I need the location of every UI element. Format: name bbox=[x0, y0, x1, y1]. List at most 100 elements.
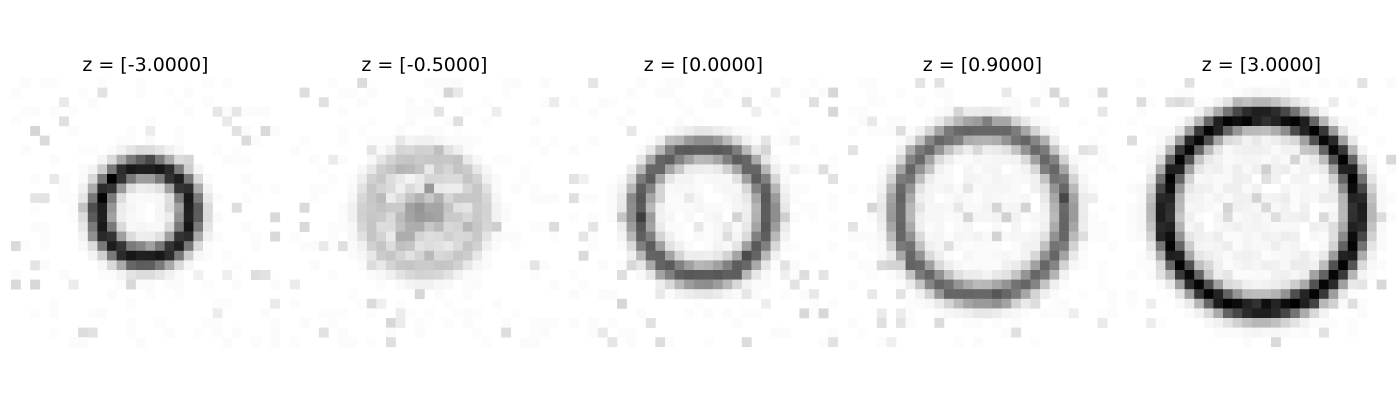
image-pixel bbox=[674, 135, 685, 146]
image-pixel bbox=[1232, 298, 1243, 309]
image-pixel bbox=[1357, 164, 1368, 175]
image-pixel bbox=[636, 145, 647, 156]
image-pixel bbox=[934, 289, 945, 300]
image-pixel bbox=[1347, 116, 1358, 127]
image-pixel bbox=[828, 174, 839, 184]
image-pixel bbox=[1136, 231, 1147, 242]
image-pixel bbox=[741, 193, 752, 204]
image-pixel bbox=[713, 270, 723, 280]
image-pixel bbox=[1347, 174, 1358, 184]
image-pixel bbox=[347, 174, 358, 184]
image-pixel bbox=[780, 183, 791, 194]
image-pixel bbox=[1271, 270, 1281, 280]
image-pixel bbox=[1223, 212, 1233, 223]
image-pixel bbox=[1280, 164, 1291, 175]
image-pixel bbox=[1194, 270, 1205, 280]
image-pixel bbox=[1299, 289, 1310, 300]
image-pixel bbox=[780, 164, 791, 175]
image-pixel bbox=[290, 337, 300, 348]
image-pixel bbox=[222, 106, 233, 117]
image-pixel bbox=[1280, 212, 1291, 223]
image-pixel bbox=[809, 308, 819, 319]
image-pixel bbox=[482, 222, 492, 232]
image-pixel bbox=[1107, 308, 1118, 319]
image-pixel bbox=[68, 126, 79, 136]
image-pixel bbox=[135, 212, 146, 223]
image-pixel bbox=[1175, 126, 1185, 136]
image-pixel bbox=[270, 279, 281, 290]
image-pixel bbox=[1261, 279, 1272, 290]
image-pixel bbox=[597, 97, 608, 108]
image-pixel bbox=[116, 183, 127, 194]
image-pixel bbox=[97, 250, 108, 261]
image-pixel bbox=[405, 145, 416, 156]
image-pixel bbox=[434, 231, 444, 242]
image-pixel bbox=[982, 270, 993, 280]
image-pixel bbox=[1059, 260, 1070, 271]
image-pixel bbox=[1261, 174, 1272, 184]
image-pixel bbox=[1347, 222, 1358, 232]
image-pixel bbox=[491, 298, 502, 309]
image-pixel bbox=[1097, 260, 1108, 271]
image-pixel bbox=[1146, 154, 1157, 165]
image-pixel bbox=[1175, 212, 1185, 223]
image-pixel bbox=[751, 308, 762, 319]
image-pixel bbox=[597, 327, 608, 338]
image-pixel bbox=[164, 202, 175, 213]
image-pixel bbox=[626, 202, 637, 213]
image-pixel bbox=[924, 231, 935, 242]
image-pixel bbox=[972, 135, 983, 146]
image-pixel bbox=[1078, 212, 1089, 223]
image-pixel bbox=[934, 308, 945, 319]
image-pixel bbox=[607, 202, 618, 213]
image-pixel bbox=[155, 270, 165, 280]
image-pixel bbox=[761, 212, 771, 223]
image-pixel bbox=[424, 164, 435, 175]
image-pixel bbox=[1338, 250, 1349, 261]
image-pixel bbox=[992, 183, 1002, 194]
image-pixel bbox=[1347, 154, 1358, 165]
image-pixel bbox=[674, 97, 685, 108]
image-pixel bbox=[1309, 222, 1320, 232]
image-pixel bbox=[934, 87, 945, 98]
image-pixel bbox=[1155, 164, 1166, 175]
image-pixel bbox=[1309, 231, 1320, 242]
image-pixel bbox=[1242, 250, 1253, 261]
image-pixel bbox=[1261, 126, 1272, 136]
image-pixel bbox=[164, 145, 175, 156]
image-pixel bbox=[1194, 289, 1205, 300]
image-pixel bbox=[886, 270, 897, 280]
image-pixel bbox=[1280, 327, 1291, 338]
image-pixel bbox=[655, 222, 666, 232]
image-pixel bbox=[87, 183, 98, 194]
image-pixel bbox=[30, 260, 41, 271]
image-pixel bbox=[1376, 183, 1387, 194]
image-pixel bbox=[1040, 289, 1050, 300]
image-pixel bbox=[424, 231, 435, 242]
image-pixel bbox=[145, 193, 156, 204]
image-pixel bbox=[414, 231, 425, 242]
image-pixel bbox=[751, 250, 762, 261]
image-pixel bbox=[1319, 145, 1329, 156]
image-pixel bbox=[1059, 222, 1070, 232]
image-pixel bbox=[443, 116, 454, 127]
image-pixel bbox=[1155, 126, 1166, 136]
image-pixel bbox=[270, 126, 281, 136]
image-pixel bbox=[915, 183, 926, 194]
image-pixel bbox=[20, 241, 31, 252]
image-pixel bbox=[780, 241, 791, 252]
image-pixel bbox=[809, 289, 819, 300]
image-pixel bbox=[68, 202, 79, 213]
image-pixel bbox=[1059, 193, 1070, 204]
image-pixel bbox=[1020, 250, 1031, 261]
image-pixel bbox=[376, 270, 387, 280]
image-pixel bbox=[1338, 222, 1349, 232]
image-pixel bbox=[78, 241, 89, 252]
image-pixel bbox=[703, 97, 714, 108]
image-pixel bbox=[1040, 174, 1050, 184]
image-pixel bbox=[789, 260, 800, 271]
image-pixel bbox=[491, 154, 502, 165]
image-pixel bbox=[770, 231, 781, 242]
image-pixel bbox=[395, 193, 406, 204]
image-pixel bbox=[1280, 250, 1291, 261]
